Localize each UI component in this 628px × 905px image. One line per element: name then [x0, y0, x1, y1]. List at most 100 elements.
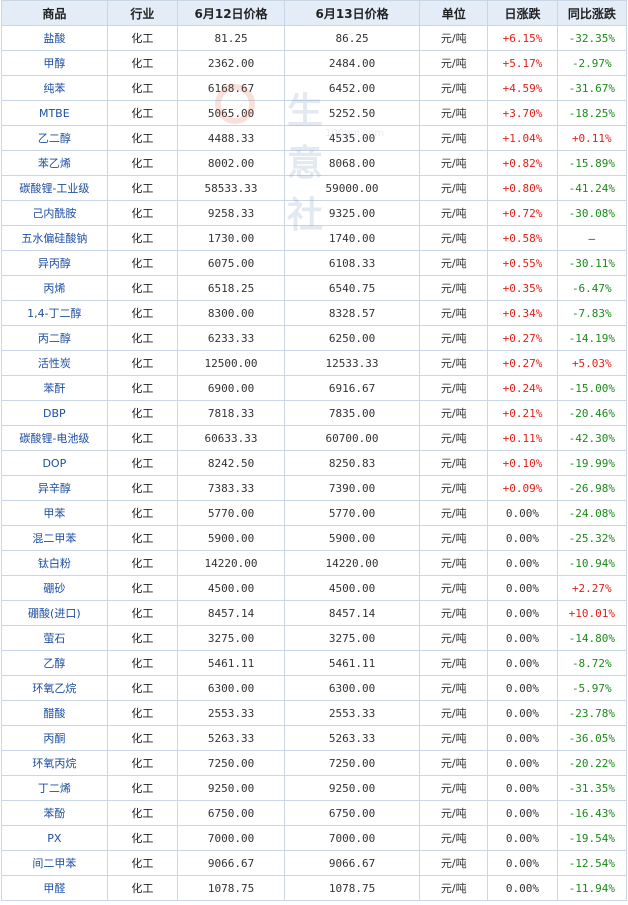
col-header-unit[interactable]: 单位	[419, 0, 489, 26]
cell-commodity-name[interactable]: 环氧丙烷	[1, 750, 108, 776]
cell-industry: 化工	[106, 750, 179, 776]
cell-price-jun13: 5263.33	[283, 725, 421, 751]
cell-commodity-name[interactable]: 乙醇	[1, 650, 108, 676]
cell-commodity-name[interactable]: MTBE	[1, 100, 108, 126]
table-row: PX 化工 7000.00 7000.00 元/吨 0.00% -19.54%	[1, 825, 628, 851]
cell-price-jun13: 6750.00	[283, 800, 421, 826]
cell-price-jun12: 3275.00	[177, 625, 285, 651]
cell-commodity-name[interactable]: 环氧乙烷	[1, 675, 108, 701]
cell-commodity-name[interactable]: 苯酚	[1, 800, 108, 826]
cell-price-jun12: 7383.33	[177, 475, 285, 501]
cell-price-jun12: 1078.75	[177, 875, 285, 901]
cell-unit: 元/吨	[419, 525, 489, 551]
cell-commodity-name[interactable]: 甲醇	[1, 50, 108, 76]
col-header-daily-change[interactable]: 日涨跌	[487, 0, 558, 26]
cell-yoy-change: -19.99%	[556, 450, 628, 476]
cell-price-jun13: 6916.67	[283, 375, 421, 401]
cell-commodity-name[interactable]: 丙二醇	[1, 325, 108, 351]
cell-price-jun13: 14220.00	[283, 550, 421, 576]
cell-price-jun12: 6900.00	[177, 375, 285, 401]
cell-commodity-name[interactable]: DOP	[1, 450, 108, 476]
cell-commodity-name[interactable]: 丁二烯	[1, 775, 108, 801]
cell-industry: 化工	[106, 875, 179, 901]
cell-unit: 元/吨	[419, 400, 489, 426]
cell-yoy-change: -30.08%	[556, 200, 628, 226]
cell-unit: 元/吨	[419, 625, 489, 651]
cell-commodity-name[interactable]: 间二甲苯	[1, 850, 108, 876]
cell-industry: 化工	[106, 500, 179, 526]
cell-commodity-name[interactable]: 乙二醇	[1, 125, 108, 151]
cell-yoy-change: -5.97%	[556, 675, 628, 701]
cell-price-jun12: 7000.00	[177, 825, 285, 851]
cell-price-jun13: 5252.50	[283, 100, 421, 126]
cell-yoy-change: -15.00%	[556, 375, 628, 401]
table-row: DOP 化工 8242.50 8250.83 元/吨 +0.10% -19.99%	[1, 450, 628, 476]
cell-commodity-name[interactable]: 钛白粉	[1, 550, 108, 576]
cell-daily-change: +5.17%	[487, 50, 558, 76]
cell-commodity-name[interactable]: 纯苯	[1, 75, 108, 101]
cell-commodity-name[interactable]: 活性炭	[1, 350, 108, 376]
cell-unit: 元/吨	[419, 200, 489, 226]
table-row: 苯乙烯 化工 8002.00 8068.00 元/吨 +0.82% -15.89%	[1, 150, 628, 176]
cell-commodity-name[interactable]: 甲苯	[1, 500, 108, 526]
cell-unit: 元/吨	[419, 250, 489, 276]
col-header-commodity[interactable]: 商品	[1, 0, 108, 26]
cell-commodity-name[interactable]: 盐酸	[1, 25, 108, 51]
cell-industry: 化工	[106, 825, 179, 851]
col-header-price-jun13[interactable]: 6月13日价格	[283, 0, 421, 26]
cell-unit: 元/吨	[419, 750, 489, 776]
cell-industry: 化工	[106, 650, 179, 676]
cell-yoy-change: -20.46%	[556, 400, 628, 426]
cell-daily-change: 0.00%	[487, 775, 558, 801]
cell-yoy-change: +5.03%	[556, 350, 628, 376]
table-row: 甲醛 化工 1078.75 1078.75 元/吨 0.00% -11.94%	[1, 875, 628, 901]
cell-unit: 元/吨	[419, 225, 489, 251]
cell-commodity-name[interactable]: 丙烯	[1, 275, 108, 301]
cell-price-jun12: 8242.50	[177, 450, 285, 476]
cell-commodity-name[interactable]: 萤石	[1, 625, 108, 651]
cell-unit: 元/吨	[419, 450, 489, 476]
cell-price-jun13: 9325.00	[283, 200, 421, 226]
table-row: 五水偏硅酸钠 化工 1730.00 1740.00 元/吨 +0.58% —	[1, 225, 628, 251]
cell-price-jun12: 9066.67	[177, 850, 285, 876]
cell-industry: 化工	[106, 100, 179, 126]
cell-commodity-name[interactable]: 五水偏硅酸钠	[1, 225, 108, 251]
cell-commodity-name[interactable]: 己内酰胺	[1, 200, 108, 226]
cell-commodity-name[interactable]: PX	[1, 825, 108, 851]
cell-price-jun13: 1740.00	[283, 225, 421, 251]
cell-commodity-name[interactable]: 混二甲苯	[1, 525, 108, 551]
cell-commodity-name[interactable]: 碳酸锂-工业级	[1, 175, 108, 201]
cell-industry: 化工	[106, 550, 179, 576]
cell-commodity-name[interactable]: 甲醛	[1, 875, 108, 901]
cell-commodity-name[interactable]: 1,4-丁二醇	[1, 300, 108, 326]
cell-commodity-name[interactable]: DBP	[1, 400, 108, 426]
cell-price-jun13: 4535.00	[283, 125, 421, 151]
table-row: 碳酸锂-工业级 化工 58533.33 59000.00 元/吨 +0.80% -41.24…	[1, 175, 628, 201]
cell-industry: 化工	[106, 375, 179, 401]
cell-price-jun12: 8457.14	[177, 600, 285, 626]
cell-daily-change: 0.00%	[487, 600, 558, 626]
col-header-yoy-change[interactable]: 同比涨跌	[556, 0, 628, 26]
cell-commodity-name[interactable]: 异辛醇	[1, 475, 108, 501]
table-row: 活性炭 化工 12500.00 12533.33 元/吨 +0.27% +5.03%	[1, 350, 628, 376]
cell-daily-change: 0.00%	[487, 725, 558, 751]
cell-daily-change: +0.72%	[487, 200, 558, 226]
cell-commodity-name[interactable]: 丙酮	[1, 725, 108, 751]
cell-commodity-name[interactable]: 苯乙烯	[1, 150, 108, 176]
cell-commodity-name[interactable]: 苯酐	[1, 375, 108, 401]
col-header-industry[interactable]: 行业	[106, 0, 179, 26]
table-row: 丙烯 化工 6518.25 6540.75 元/吨 +0.35% -6.47%	[1, 275, 628, 301]
cell-daily-change: +0.24%	[487, 375, 558, 401]
cell-commodity-name[interactable]: 硼砂	[1, 575, 108, 601]
table-row: 萤石 化工 3275.00 3275.00 元/吨 0.00% -14.80%	[1, 625, 628, 651]
cell-commodity-name[interactable]: 异丙醇	[1, 250, 108, 276]
table-row: 钛白粉 化工 14220.00 14220.00 元/吨 0.00% -10.94%	[1, 550, 628, 576]
cell-commodity-name[interactable]: 碳酸锂-电池级	[1, 425, 108, 451]
table-row: 甲苯 化工 5770.00 5770.00 元/吨 0.00% -24.08%	[1, 500, 628, 526]
cell-commodity-name[interactable]: 醋酸	[1, 700, 108, 726]
cell-unit: 元/吨	[419, 675, 489, 701]
col-header-price-jun12[interactable]: 6月12日价格	[177, 0, 285, 26]
cell-commodity-name[interactable]: 硼酸(进口)	[1, 600, 108, 626]
cell-price-jun13: 60700.00	[283, 425, 421, 451]
